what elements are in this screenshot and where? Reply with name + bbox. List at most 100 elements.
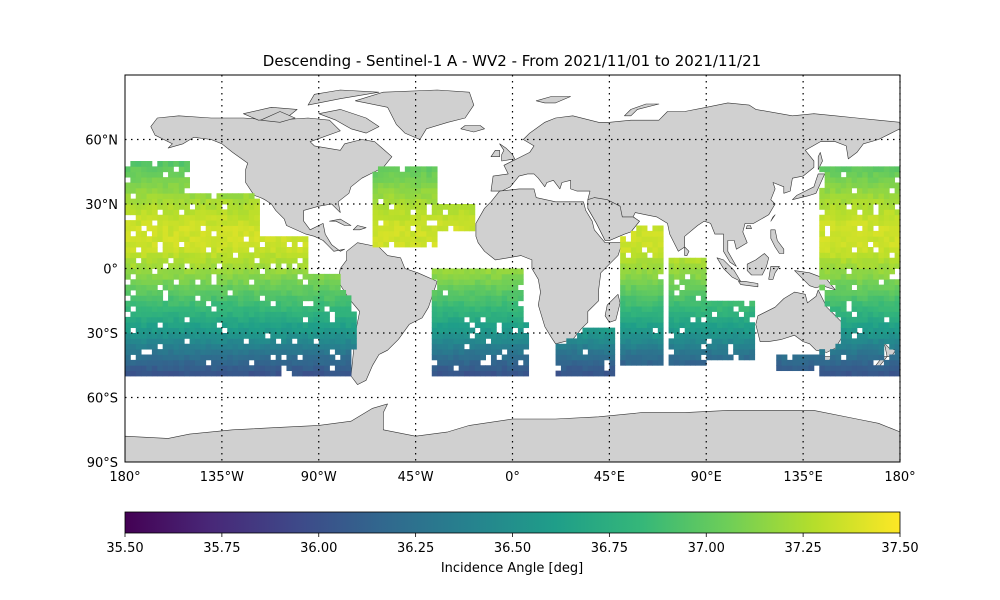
data-cell <box>168 300 174 307</box>
data-cell <box>141 220 147 226</box>
data-cell <box>297 327 303 334</box>
data-cell <box>334 316 341 323</box>
data-cell <box>259 263 266 269</box>
data-cell <box>334 300 341 307</box>
data-cell <box>243 300 250 307</box>
data-cell <box>130 225 137 232</box>
data-cell <box>410 230 417 237</box>
data-cell <box>851 268 858 275</box>
data-cell <box>835 247 842 253</box>
data-cell <box>151 333 158 339</box>
data-cell <box>232 284 239 291</box>
data-cell <box>221 279 228 286</box>
data-cell <box>862 214 869 221</box>
data-cell <box>620 290 626 296</box>
data-cell <box>458 209 465 216</box>
data-cell <box>706 327 713 334</box>
data-cell <box>894 241 901 248</box>
data-cell <box>421 204 427 210</box>
data-cell <box>135 193 142 200</box>
data-cell <box>216 316 223 323</box>
data-cell <box>178 327 185 334</box>
data-cell <box>227 247 234 253</box>
data-cell <box>700 284 707 291</box>
data-cell <box>480 300 486 307</box>
data-cell <box>587 365 594 372</box>
data-cell <box>189 338 196 345</box>
data-cell <box>846 279 852 286</box>
data-cell <box>652 268 659 275</box>
data-cell <box>431 295 438 302</box>
data-cell <box>856 359 863 366</box>
data-cell <box>205 257 212 264</box>
data-cell <box>221 273 228 280</box>
data-cell <box>501 359 508 366</box>
data-cell <box>830 230 836 237</box>
data-cell <box>125 268 131 275</box>
data-cell <box>862 193 869 200</box>
data-cell <box>168 284 174 291</box>
data-cell <box>856 322 863 329</box>
data-cell <box>512 349 519 355</box>
data-cell <box>243 263 250 269</box>
data-cell <box>894 166 901 173</box>
data-cell <box>458 349 465 355</box>
data-cell <box>146 171 153 178</box>
data-cell <box>706 349 713 355</box>
data-cell <box>426 166 433 173</box>
data-cell <box>437 268 443 275</box>
data-cell <box>286 268 293 275</box>
data-cell <box>178 198 185 205</box>
data-cell <box>636 300 643 307</box>
data-cell <box>598 333 605 339</box>
data-cell <box>803 354 809 361</box>
data-cell <box>130 338 137 345</box>
data-cell <box>458 322 465 329</box>
data-cell <box>291 295 298 302</box>
data-cell <box>345 349 352 355</box>
data-cell <box>496 279 503 286</box>
data-cell <box>291 279 298 286</box>
data-cell <box>464 220 470 226</box>
data-cell <box>647 241 653 248</box>
data-cell <box>178 187 185 194</box>
data-cell <box>377 225 384 232</box>
data-cell <box>178 316 185 323</box>
data-cell <box>135 171 142 178</box>
data-cell <box>485 268 492 275</box>
data-cell <box>275 263 282 269</box>
data-cell <box>254 236 260 243</box>
data-cell <box>243 327 250 334</box>
data-cell <box>238 343 244 350</box>
data-cell <box>216 214 223 221</box>
data-cell <box>641 354 648 361</box>
data-cell <box>227 349 234 355</box>
data-cell <box>227 316 234 323</box>
data-cell <box>162 300 169 307</box>
data-cell <box>232 311 239 318</box>
data-cell <box>507 311 513 318</box>
data-cell <box>264 247 271 253</box>
data-cell <box>474 295 481 302</box>
data-cell <box>205 354 212 361</box>
data-cell <box>345 359 352 366</box>
data-cell <box>856 333 863 339</box>
data-cell <box>173 193 180 200</box>
data-cell <box>437 343 443 350</box>
data-cell <box>216 284 223 291</box>
data-cell <box>216 295 223 302</box>
data-cell <box>141 300 147 307</box>
data-cell <box>846 311 852 318</box>
data-cell <box>846 290 852 296</box>
data-cell <box>254 220 260 226</box>
data-cell <box>851 354 858 361</box>
data-cell <box>394 193 400 200</box>
data-cell <box>469 327 476 334</box>
data-cell <box>318 316 325 323</box>
data-cell <box>421 236 427 243</box>
data-cell <box>690 327 696 334</box>
data-cell <box>243 306 250 312</box>
data-cell <box>797 365 804 372</box>
data-cell <box>657 290 664 296</box>
data-cell <box>259 343 266 350</box>
